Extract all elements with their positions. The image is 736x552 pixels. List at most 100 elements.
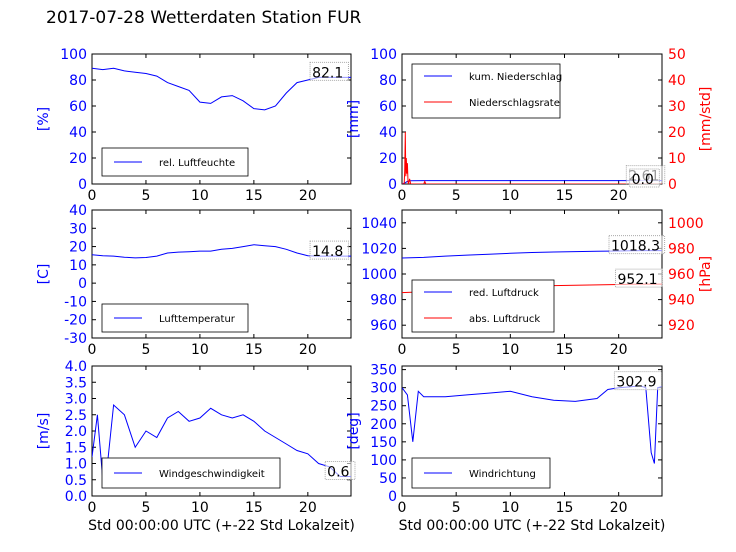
pressure-annotation-label: 1018.3 <box>611 239 660 255</box>
temperature-y-tick-label: 0 <box>78 276 87 292</box>
precip-x-tick-label: 10 <box>501 188 519 204</box>
windspeed-y-tick-label: 3.5 <box>65 375 87 391</box>
pressure-y-tick-label: 1000 <box>361 267 397 283</box>
winddir-legend-label: Windrichtung <box>469 469 536 480</box>
temperature-x-tick-label: 0 <box>88 342 97 358</box>
precip-y-tick-label: 20 <box>379 151 397 167</box>
humidity-y-tick-label: 0 <box>78 177 87 193</box>
winddir-y-tick-label: 300 <box>370 381 397 397</box>
pressure-x-tick-label: 20 <box>610 342 628 358</box>
winddir-y-tick-label: 150 <box>370 435 397 451</box>
temperature-y-tick-label: 40 <box>69 203 87 219</box>
pressure-y-tick-label: 1020 <box>361 241 397 257</box>
temperature-y-tick-label: 10 <box>69 258 87 274</box>
precip-x-tick-label: 5 <box>452 188 461 204</box>
pressure-annotation-box <box>615 268 663 288</box>
humidity-annotation-box <box>309 61 349 81</box>
windspeed-y-tick-label: 2.0 <box>65 424 87 440</box>
windspeed-x-tick-label: 5 <box>141 500 150 516</box>
pressure-y2-tick-label: 980 <box>668 241 695 257</box>
temperature-plot-frame <box>91 209 352 339</box>
humidity-x-tick-label: 0 <box>88 188 97 204</box>
temperature-annotation-box <box>309 240 349 260</box>
precip-y-tick-label: 80 <box>379 73 397 89</box>
pressure-annotation-box <box>608 235 666 255</box>
humidity-y-tick-label: 20 <box>69 151 87 167</box>
pressure-x-tick-label: 0 <box>398 342 407 358</box>
winddir-y-tick-label: 200 <box>370 417 397 433</box>
humidity-y-tick-label: 100 <box>60 47 87 63</box>
windspeed-legend-label: Windgeschwindigkeit <box>159 469 265 480</box>
humidity-x-tick-label: 20 <box>299 188 317 204</box>
pressure-y2-tick-label: 1000 <box>668 216 704 232</box>
windspeed-y-tick-label: 3.0 <box>65 392 87 408</box>
winddir-y-tick-label: 100 <box>370 453 397 469</box>
precip-annotation-box <box>629 168 660 188</box>
windspeed-x-tick-label: 10 <box>191 500 209 516</box>
pressure-legend-label: red. Luftdruck <box>469 288 539 299</box>
pressure-x-tick-label: 5 <box>452 342 461 358</box>
windspeed-series-0-line <box>92 403 351 480</box>
humidity-plot-frame <box>91 53 352 185</box>
precip-y2-tick-label: 20 <box>668 125 686 141</box>
winddir-y-tick-label: 250 <box>370 399 397 415</box>
windspeed-annotation-box <box>324 461 356 480</box>
humidity-annotation-label: 82.1 <box>312 65 343 81</box>
temperature-y-tick-label: -30 <box>64 331 87 347</box>
pressure-legend-box <box>411 279 555 333</box>
precip-x-tick-label: 15 <box>556 188 574 204</box>
precip-y-tick-label: 0 <box>388 177 397 193</box>
winddir-annotation-label: 302.9 <box>616 375 656 391</box>
winddir-x-tick-label: 15 <box>556 500 574 516</box>
temperature-legend-label: Lufttemperatur <box>159 314 236 325</box>
precip-y2-tick-label: 10 <box>668 151 686 167</box>
winddir-plot-frame <box>401 365 663 497</box>
winddir-x-tick-label: 0 <box>398 500 407 516</box>
pressure-y2-tick-label: 960 <box>668 267 695 283</box>
temperature-y-tick-label: -10 <box>64 294 87 310</box>
pressure-y2-tick-label: 940 <box>668 293 695 309</box>
precip-y2-tick-label: 30 <box>668 99 686 115</box>
pressure-y2-axis-label: [hPa] <box>698 256 714 292</box>
temperature-series-0-line <box>92 244 351 259</box>
temperature-y-tick-label: -20 <box>64 313 87 329</box>
precip-y2-axis-label: [mm/std] <box>698 87 714 152</box>
pressure-x-tick-label: 10 <box>501 342 519 358</box>
humidity-series-0-line <box>92 67 351 111</box>
winddir-x-tick-label: 10 <box>501 500 519 516</box>
precip-y2-tick-label: 40 <box>668 73 686 89</box>
temperature-x-tick-label: 10 <box>191 342 209 358</box>
humidity-legend-label: rel. Luftfeuchte <box>159 158 235 169</box>
precip-y-tick-label: 40 <box>379 125 397 141</box>
temperature-x-tick-label: 15 <box>245 342 263 358</box>
winddir-y-tick-label: 0 <box>388 489 397 505</box>
pressure-annotation-label: 952.1 <box>618 272 658 288</box>
pressure-x-tick-label: 15 <box>556 342 574 358</box>
windspeed-y-tick-label: 0.0 <box>65 489 87 505</box>
humidity-y-tick-label: 80 <box>69 73 87 89</box>
temperature-y-axis-label: [C] <box>36 264 52 285</box>
page-title: 2017-07-28 Wetterdaten Station FUR <box>46 8 362 28</box>
precip-y-tick-label: 100 <box>370 47 397 63</box>
winddir-y-axis-label: [deg] <box>346 412 362 449</box>
precip-y-axis-label: [mm] <box>346 100 362 138</box>
windspeed-y-tick-label: 0.5 <box>65 473 87 489</box>
precip-y-tick-label: 60 <box>379 99 397 115</box>
humidity-y-axis-label: [%] <box>36 107 52 131</box>
pressure-y-tick-label: 980 <box>370 293 397 309</box>
humidity-y-tick-label: 60 <box>69 99 87 115</box>
windspeed-x-tick-label: 0 <box>88 500 97 516</box>
windspeed-y-axis-label: [m/s] <box>36 413 52 450</box>
windspeed-x-tick-label: 20 <box>299 500 317 516</box>
temperature-x-tick-label: 5 <box>141 342 150 358</box>
precip-annotation-label: 0.0 <box>632 172 654 188</box>
temperature-annotation-label: 14.8 <box>312 244 343 260</box>
humidity-x-tick-label: 10 <box>191 188 209 204</box>
precip-y2-tick-label: 0 <box>668 177 677 193</box>
windspeed-y-tick-label: 2.5 <box>65 408 87 424</box>
pressure-y2-tick-label: 920 <box>668 318 695 334</box>
winddir-x-tick-label: 20 <box>610 500 628 516</box>
winddir-x-tick-label: 5 <box>452 500 461 516</box>
temperature-x-tick-label: 20 <box>299 342 317 358</box>
